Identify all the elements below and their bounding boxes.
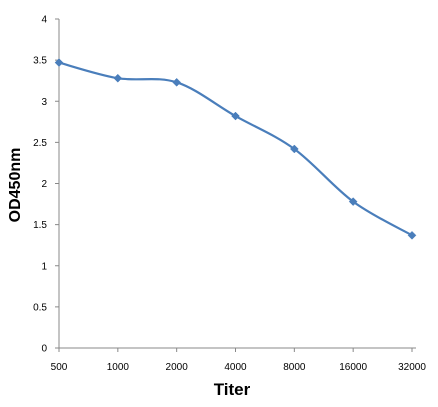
y-tick-label: 3.5 <box>33 56 47 67</box>
x-tick-label: 4000 <box>224 362 247 373</box>
y-tick-label: 2 <box>41 179 47 190</box>
y-tick-label: 2.5 <box>33 138 47 149</box>
x-axis-title: Titer <box>214 380 251 399</box>
x-tick-label: 500 <box>51 362 68 373</box>
data-point <box>407 230 417 240</box>
y-tick-label: 0 <box>41 344 47 355</box>
series-line <box>58 61 413 237</box>
y-tick-label: 1.5 <box>33 220 47 231</box>
y-tick-label: 1 <box>41 261 47 272</box>
x-tick-label: 16000 <box>339 362 367 373</box>
data-point <box>172 77 182 87</box>
x-tick-label: 1000 <box>107 362 130 373</box>
data-point <box>231 111 240 121</box>
data-point <box>289 144 299 154</box>
x-tick-label: 2000 <box>166 362 189 373</box>
y-tick-label: 0.5 <box>33 302 47 313</box>
data-point <box>54 58 64 67</box>
x-tick-label: 32000 <box>398 362 426 373</box>
y-tick-label: 4 <box>41 15 47 26</box>
y-axis: 0 0.5 1 1.5 2 2.5 3 3.5 4 <box>33 15 60 355</box>
data-point <box>348 197 358 206</box>
x-tick-label: 8000 <box>283 362 306 373</box>
x-axis: 500 1000 2000 4000 8000 16000 32000 <box>51 347 426 373</box>
y-tick-label: 3 <box>41 97 47 108</box>
y-axis-title: OD450nm <box>7 148 24 223</box>
series-group <box>54 58 417 240</box>
data-point <box>113 73 123 83</box>
